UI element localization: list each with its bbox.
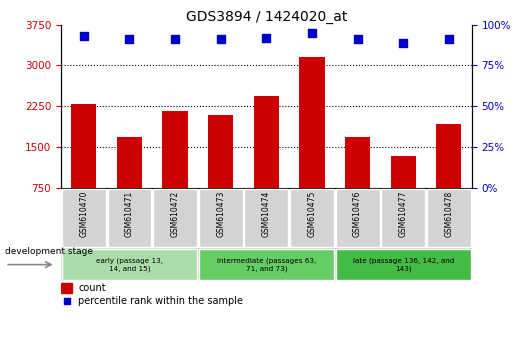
Text: development stage: development stage xyxy=(5,247,93,256)
Point xyxy=(262,35,270,41)
Text: percentile rank within the sample: percentile rank within the sample xyxy=(78,296,243,306)
Bar xyxy=(62,249,197,280)
Bar xyxy=(117,137,142,188)
Point xyxy=(216,36,225,42)
Text: intermediate (passages 63,
71, and 73): intermediate (passages 63, 71, and 73) xyxy=(217,258,316,272)
Bar xyxy=(199,189,243,247)
Bar xyxy=(436,124,462,188)
Text: GSM610476: GSM610476 xyxy=(353,190,362,237)
Text: GSM610473: GSM610473 xyxy=(216,190,225,237)
Text: count: count xyxy=(78,283,106,293)
Bar xyxy=(199,249,334,280)
Point xyxy=(399,40,408,46)
Bar xyxy=(208,115,233,188)
Point xyxy=(63,298,71,304)
Bar xyxy=(299,57,324,188)
Bar xyxy=(71,104,96,188)
Text: GSM610475: GSM610475 xyxy=(307,190,316,237)
Bar xyxy=(254,96,279,188)
Point xyxy=(171,36,179,42)
Bar xyxy=(108,189,152,247)
Bar xyxy=(391,156,416,188)
Text: GSM610470: GSM610470 xyxy=(80,190,89,237)
Text: early (passage 13,
14, and 15): early (passage 13, 14, and 15) xyxy=(96,258,163,272)
Bar xyxy=(290,189,334,247)
Bar xyxy=(61,283,73,292)
Bar xyxy=(335,189,379,247)
Bar xyxy=(427,189,471,247)
Text: GSM610474: GSM610474 xyxy=(262,190,271,237)
Bar xyxy=(62,189,105,247)
Bar xyxy=(335,249,471,280)
Bar xyxy=(345,137,370,188)
Text: GSM610472: GSM610472 xyxy=(171,190,180,237)
Text: late (passage 136, 142, and
143): late (passage 136, 142, and 143) xyxy=(352,258,454,272)
Point xyxy=(354,36,362,42)
Point xyxy=(80,33,88,39)
Text: GSM610471: GSM610471 xyxy=(125,190,134,237)
Text: GSM610477: GSM610477 xyxy=(399,190,408,237)
Title: GDS3894 / 1424020_at: GDS3894 / 1424020_at xyxy=(186,10,347,24)
Text: GSM610478: GSM610478 xyxy=(444,190,453,237)
Point xyxy=(445,36,453,42)
Point xyxy=(125,36,134,42)
Point xyxy=(308,30,316,36)
Bar xyxy=(381,189,425,247)
Bar xyxy=(244,189,288,247)
Bar xyxy=(153,189,197,247)
Bar xyxy=(163,110,188,188)
